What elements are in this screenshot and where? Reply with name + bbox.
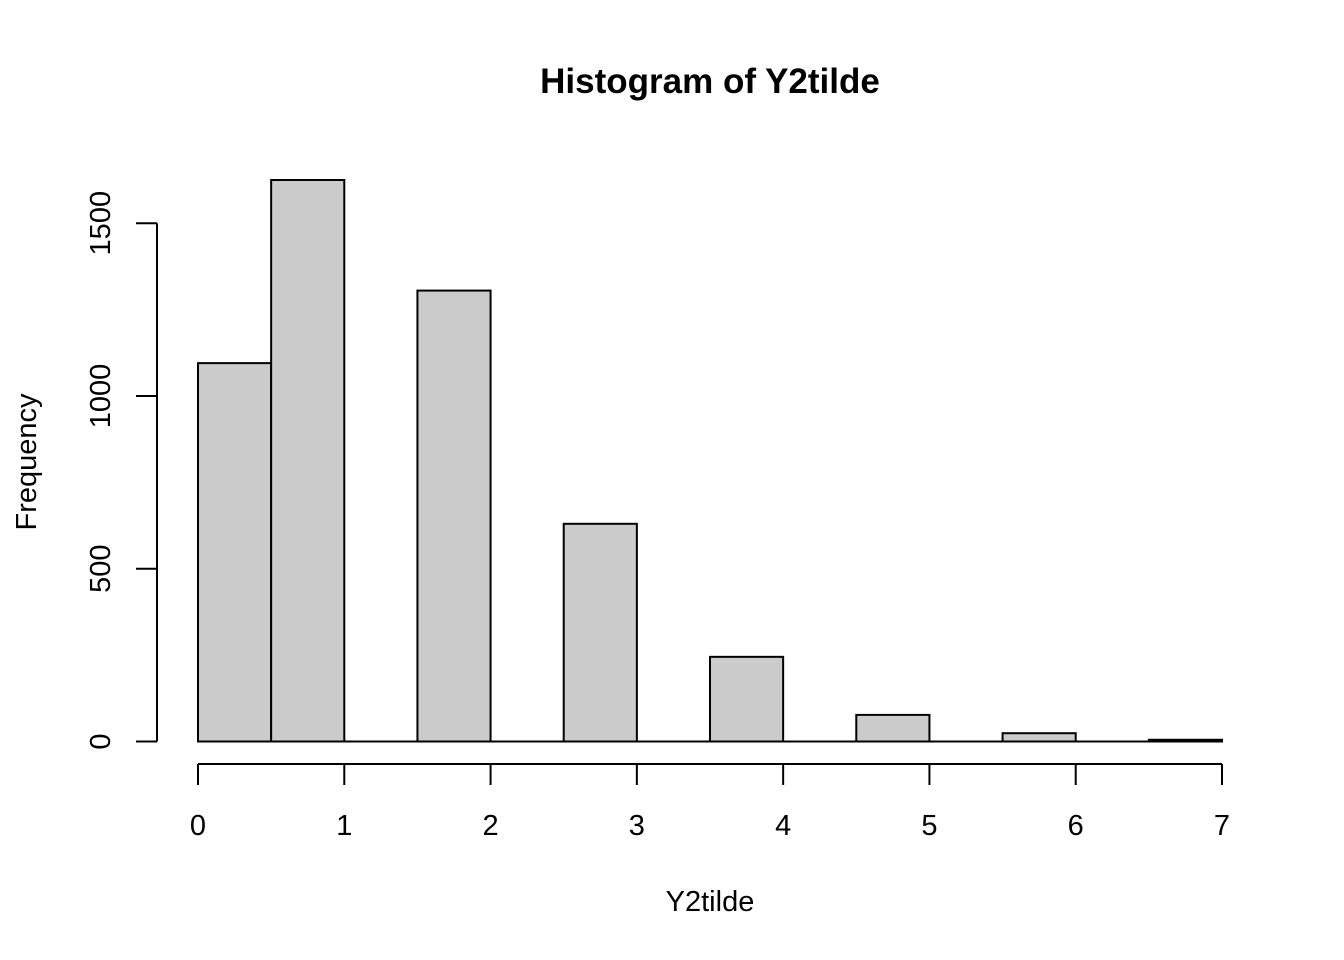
y-axis: 0 500 1000 1500 (85, 191, 158, 750)
histogram-bar (1147, 738, 1224, 743)
histogram-bar (270, 179, 346, 743)
chart-title: Histogram of Y2tilde (540, 62, 880, 101)
x-axis-label: Y2tilde (666, 886, 755, 918)
x-tick-label: 5 (921, 810, 937, 842)
x-axis: 0 1 2 3 4 5 6 7 (190, 763, 1230, 842)
y-axis-label: Frequency (11, 393, 43, 531)
y-tick-label: 1000 (85, 364, 117, 429)
histogram-bar (855, 713, 931, 743)
x-tick-label: 4 (775, 810, 791, 842)
y-tick-label: 0 (85, 733, 117, 749)
bars-group (197, 179, 1224, 743)
histogram-bar (1001, 732, 1077, 743)
y-tick-label: 1500 (85, 191, 117, 256)
histogram-bar (416, 289, 492, 743)
x-tick-label: 3 (629, 810, 645, 842)
x-tick-label: 0 (190, 810, 206, 842)
x-tick-label: 6 (1068, 810, 1084, 842)
histogram-bar (709, 655, 785, 743)
x-tick-label: 2 (483, 810, 499, 842)
x-tick-label: 1 (336, 810, 352, 842)
x-tick-label: 7 (1214, 810, 1230, 842)
y-tick-label: 500 (85, 545, 117, 593)
histogram-bar (197, 362, 273, 743)
histogram-bar (562, 522, 638, 743)
